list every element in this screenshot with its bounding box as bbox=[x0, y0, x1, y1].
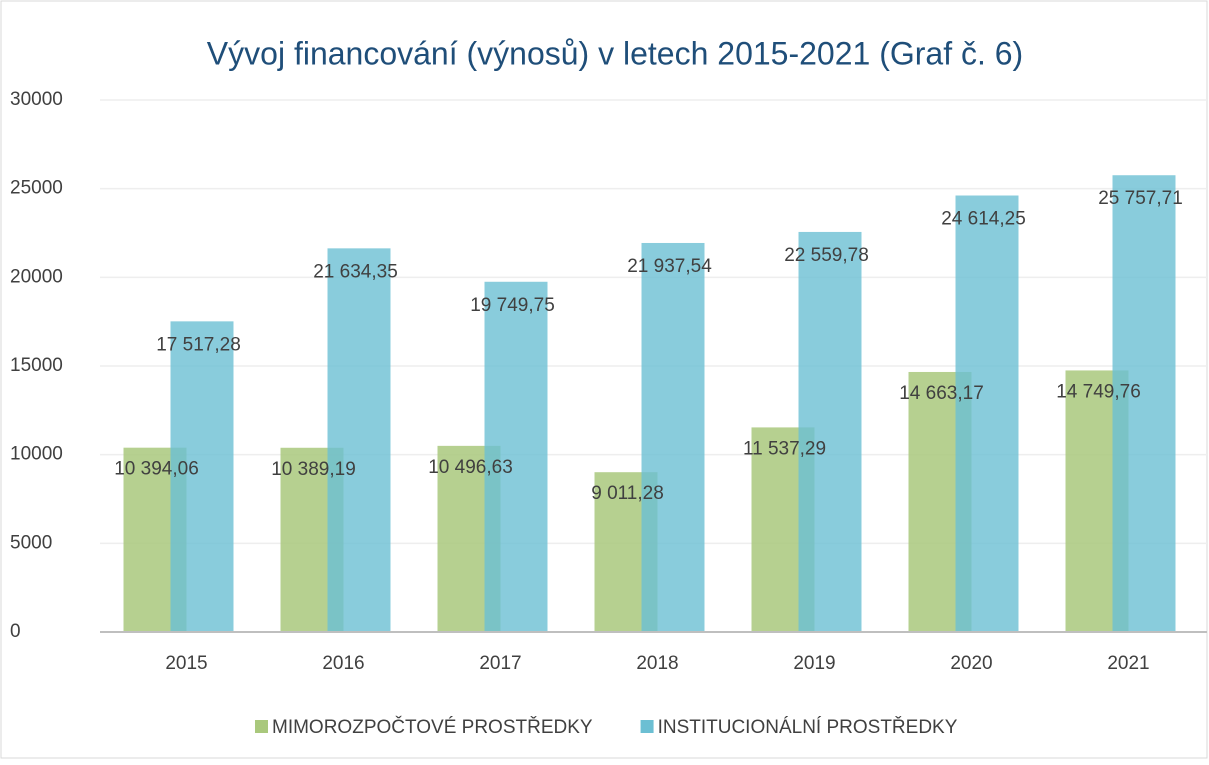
bar bbox=[1112, 175, 1176, 632]
data-label: 10 389,19 bbox=[271, 459, 356, 480]
legend-swatch bbox=[255, 720, 268, 733]
chart-title: Vývoj financování (výnosů) v letech 2015… bbox=[207, 35, 1023, 71]
x-tick-label: 2018 bbox=[636, 653, 678, 674]
x-tick-label: 2016 bbox=[322, 653, 364, 674]
y-tick-label: 0 bbox=[10, 621, 21, 642]
y-tick-label: 15000 bbox=[10, 355, 63, 376]
bar bbox=[955, 195, 1019, 632]
y-tick-label: 5000 bbox=[10, 532, 52, 553]
data-label: 25 757,71 bbox=[1098, 188, 1183, 209]
data-label: 9 011,28 bbox=[591, 483, 664, 504]
data-label: 21 634,35 bbox=[313, 261, 398, 282]
data-label: 21 937,54 bbox=[627, 256, 712, 277]
x-tick-label: 2020 bbox=[950, 653, 992, 674]
data-label: 11 537,29 bbox=[743, 438, 826, 459]
y-tick-label: 30000 bbox=[10, 89, 63, 110]
bar bbox=[327, 248, 391, 632]
data-label: 14 749,76 bbox=[1056, 381, 1141, 402]
bar bbox=[641, 242, 705, 632]
x-tick-label: 2021 bbox=[1107, 653, 1149, 674]
legend-label: INSTITUCIONÁLNÍ PROSTŘEDKY bbox=[658, 716, 958, 738]
legend-label: MIMOROZPOČTOVÉ PROSTŘEDKY bbox=[272, 716, 593, 738]
data-label: 10 496,63 bbox=[428, 457, 513, 478]
bar bbox=[484, 281, 548, 632]
data-label: 19 749,75 bbox=[470, 295, 555, 316]
y-tick-label: 10000 bbox=[10, 444, 63, 465]
legend-swatch bbox=[640, 720, 654, 733]
x-tick-label: 2015 bbox=[165, 653, 207, 674]
data-label: 24 614,25 bbox=[941, 209, 1026, 230]
x-tick-label: 2017 bbox=[479, 653, 521, 674]
data-label: 14 663,17 bbox=[899, 383, 984, 404]
y-tick-label: 20000 bbox=[10, 266, 63, 287]
y-tick-label: 25000 bbox=[10, 178, 63, 199]
bar bbox=[798, 231, 862, 633]
bar bbox=[170, 321, 234, 632]
data-label: 10 394,06 bbox=[114, 459, 199, 480]
x-tick-label: 2019 bbox=[793, 653, 835, 674]
data-label: 17 517,28 bbox=[156, 334, 241, 355]
data-label: 22 559,78 bbox=[784, 245, 869, 266]
